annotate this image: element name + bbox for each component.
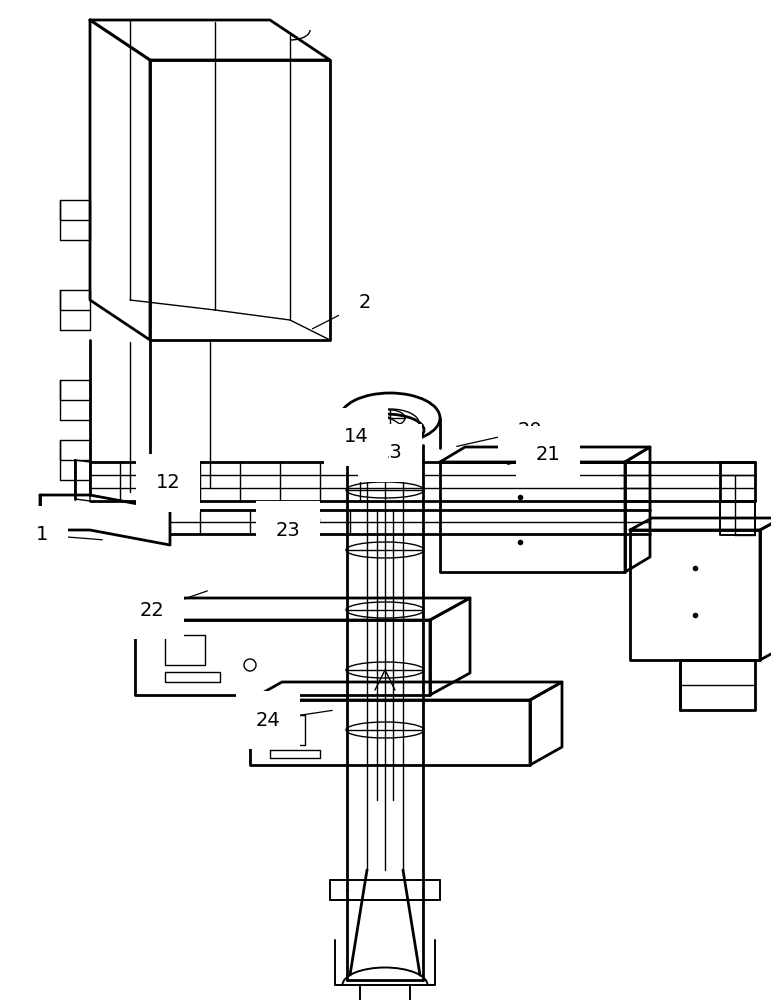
Text: 14: 14	[340, 428, 369, 447]
Text: 12: 12	[156, 474, 200, 492]
Text: 24: 24	[256, 710, 332, 730]
Text: 13: 13	[370, 444, 402, 464]
Text: 21: 21	[508, 446, 561, 464]
Text: 1: 1	[35, 526, 103, 544]
Text: 22: 22	[140, 591, 207, 619]
Text: 20: 20	[456, 420, 542, 446]
Text: 23: 23	[275, 520, 320, 540]
Text: 2: 2	[312, 292, 371, 329]
